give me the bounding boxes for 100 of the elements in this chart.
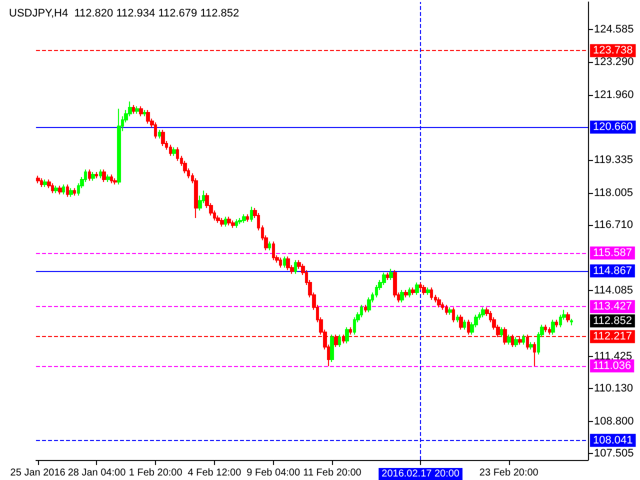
candlestick (430, 286, 433, 300)
candlestick (169, 144, 172, 156)
candlestick (544, 324, 547, 333)
ref-line-label: 114.867 (593, 264, 632, 277)
y-tick-label: 118.005 (594, 187, 633, 200)
x-tick-label: 23 Feb 20:00 (479, 468, 539, 478)
candlestick (445, 304, 448, 316)
candlestick (367, 296, 371, 313)
candlestick (533, 342, 536, 367)
candlestick (69, 188, 73, 198)
candlestick (66, 184, 69, 198)
candlestick (459, 314, 463, 330)
y-tick-label: 110.130 (594, 382, 633, 395)
candlestick (481, 306, 485, 318)
candlestick (246, 214, 249, 222)
candlestick (146, 109, 150, 124)
candlestick (95, 172, 98, 179)
candlestick (529, 342, 533, 350)
candlestick (566, 312, 570, 323)
candlestick (117, 108, 121, 185)
y-tick-label: 114.085 (594, 284, 633, 296)
candlestick (51, 182, 54, 194)
candlestick (415, 282, 419, 296)
candlestick (522, 334, 525, 346)
ref-line-label: 108.041 (593, 434, 633, 446)
y-tick-label: 123.290 (594, 56, 634, 68)
candlestick (386, 272, 389, 281)
candlestick (353, 316, 356, 336)
y-tick-label: 116.710 (594, 219, 633, 232)
candlestick (294, 260, 297, 274)
candlestick (88, 169, 91, 182)
candlestick (400, 289, 404, 303)
candlestick (58, 185, 62, 195)
x-tick-label: 1 Feb 20:00 (128, 468, 183, 478)
candlestick (555, 319, 558, 328)
candlestick (235, 218, 238, 228)
x-tick-label: 2016.02.17 20:00 (382, 468, 460, 480)
candlestick (106, 174, 110, 182)
candlestick (154, 122, 157, 140)
candlestick (338, 334, 341, 348)
candlestick (463, 319, 466, 330)
candlestick (238, 217, 242, 225)
candlestick (404, 289, 408, 298)
candlestick (437, 296, 441, 308)
candlestick (132, 104, 135, 114)
candlestick (408, 286, 411, 298)
y-tick-label: 121.960 (594, 88, 634, 101)
candlestick (231, 220, 235, 228)
candlestick (143, 109, 146, 117)
x-tick-label: 28 Jan 04:00 (68, 468, 126, 478)
candlestick (242, 214, 246, 224)
y-tick-label: 119.335 (594, 154, 633, 166)
x-tick-label: 9 Feb 04:00 (246, 468, 300, 478)
candlestick (345, 326, 349, 344)
ref-line-label: 123.738 (593, 44, 633, 57)
candlestick (91, 172, 95, 182)
candlestick (102, 169, 106, 182)
candlestick (40, 178, 43, 188)
candlestick (99, 169, 102, 179)
x-tick-label: 25 Jan 2016 (10, 468, 66, 478)
candlestick (161, 129, 165, 146)
chart-title: USDJPY,H4 112.820 112.934 112.679 112.852 (9, 8, 240, 20)
x-tick-label: 4 Feb 12:00 (188, 468, 242, 478)
candlestick (500, 326, 503, 338)
ref-line-label: 111.036 (593, 360, 632, 372)
y-tick-label: 124.585 (594, 24, 634, 36)
candlestick (426, 286, 430, 296)
candlestick (286, 256, 290, 271)
candlestick (158, 129, 161, 140)
candlestick (559, 314, 562, 328)
candlestick (456, 314, 459, 323)
candlestick (227, 216, 231, 226)
y-tick-label: 108.800 (594, 416, 634, 428)
candlestick (452, 306, 455, 323)
text: 112.852 (593, 314, 632, 327)
candlestick (220, 217, 224, 228)
candlestick (272, 241, 275, 261)
candlestick (279, 257, 282, 268)
candlestick (250, 206, 253, 222)
candlestick (448, 306, 452, 316)
candlestick (216, 214, 220, 224)
candlestick (139, 106, 143, 117)
candlestick (422, 284, 426, 296)
candlestick (36, 175, 40, 184)
candlestick (411, 286, 415, 296)
ref-line-label: 115.587 (593, 246, 632, 259)
candlestick (54, 185, 58, 194)
candlestick (551, 319, 555, 336)
candlestick (73, 188, 76, 196)
candlestick (135, 106, 139, 114)
candlestick (268, 241, 271, 251)
candlestick (62, 184, 65, 195)
x-tick-label: 11 Feb 20:00 (303, 468, 362, 478)
candlestick (43, 178, 47, 188)
ref-line-label: 112.217 (593, 330, 632, 343)
candlestick (110, 174, 113, 184)
candlestick (507, 334, 511, 346)
candlestick (330, 334, 334, 362)
candlestick (113, 178, 117, 185)
candlestick (224, 216, 227, 228)
